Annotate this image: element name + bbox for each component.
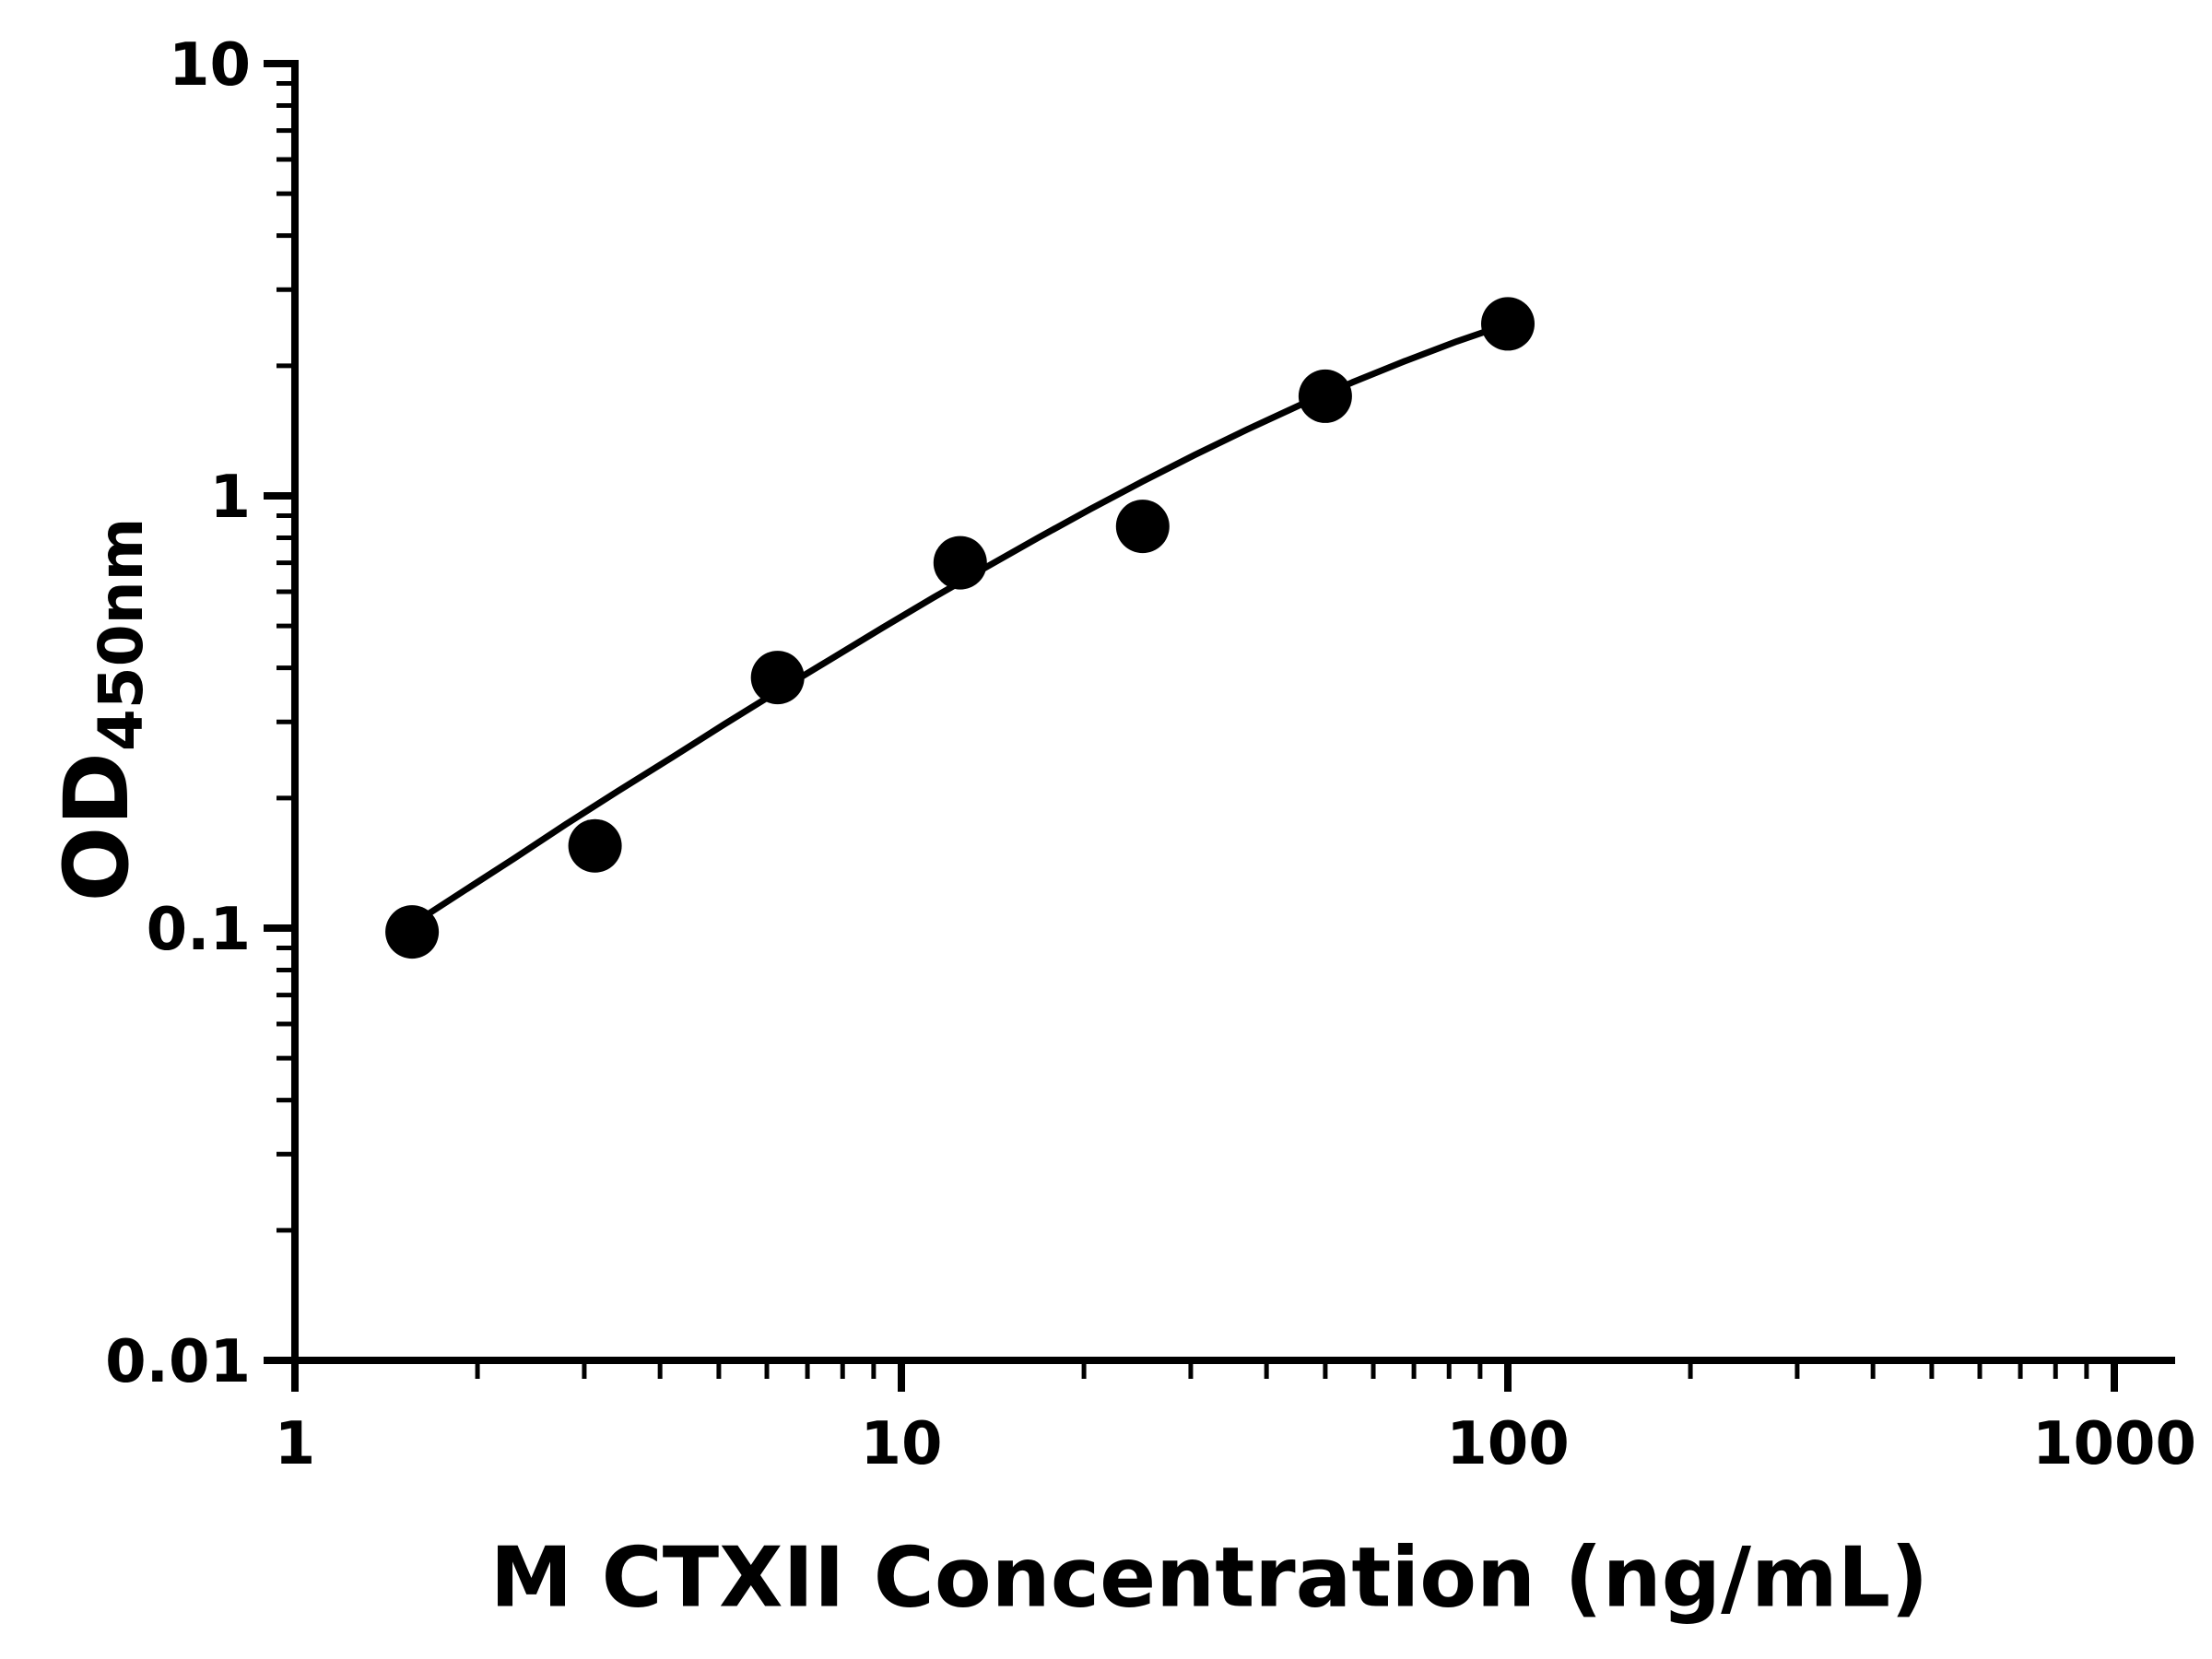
y-tick-label: 0.01	[105, 1328, 251, 1396]
data-point	[1115, 500, 1170, 554]
x-tick-label: 1000	[2032, 1410, 2196, 1478]
data-point	[750, 651, 805, 705]
y-tick-label: 10	[169, 31, 251, 100]
x-tick-label: 1	[275, 1410, 316, 1478]
x-axis-title: M CTXII Concentration (ng/mL)	[489, 1529, 1929, 1627]
data-point	[1481, 297, 1535, 351]
x-tick-label: 10	[860, 1410, 942, 1478]
y-tick-label: 0.1	[147, 896, 251, 964]
y-tick-label: 1	[209, 464, 251, 532]
data-point	[1298, 369, 1352, 423]
data-point	[385, 905, 440, 959]
y-axis-title-main: OD	[45, 751, 148, 902]
data-point	[933, 535, 987, 590]
y-axis-title: OD450nm	[45, 518, 157, 902]
x-tick-label: 100	[1446, 1410, 1570, 1478]
data-point	[568, 818, 622, 873]
y-axis-title-sub: 450nm	[86, 517, 157, 752]
